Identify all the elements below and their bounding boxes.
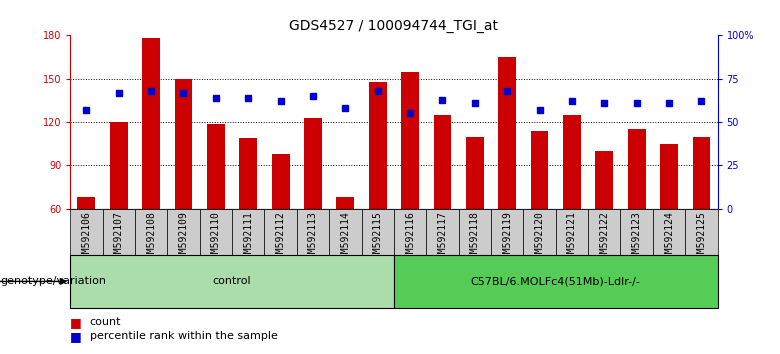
Bar [175, 79, 193, 209]
Bar [394, 209, 426, 255]
Bar [498, 57, 516, 209]
Text: GSM592111: GSM592111 [243, 211, 254, 264]
Bar [394, 255, 718, 308]
Text: GSM592115: GSM592115 [373, 211, 383, 264]
Bar [167, 209, 200, 255]
Text: GSM592108: GSM592108 [146, 211, 156, 264]
Bar [459, 209, 491, 255]
Text: GSM592123: GSM592123 [632, 211, 642, 264]
Bar [369, 82, 387, 209]
Bar [232, 209, 264, 255]
Bar [401, 72, 419, 209]
Text: C57BL/6.MOLFc4(51Mb)-Ldlr-/-: C57BL/6.MOLFc4(51Mb)-Ldlr-/- [471, 276, 640, 286]
Bar [304, 118, 322, 209]
Bar [142, 38, 160, 209]
Text: control: control [213, 276, 251, 286]
Text: GSM592118: GSM592118 [470, 211, 480, 264]
Bar [660, 144, 678, 209]
Bar [491, 209, 523, 255]
Bar [361, 209, 394, 255]
Bar [426, 209, 459, 255]
Text: GSM592125: GSM592125 [697, 211, 707, 264]
Text: GSM592114: GSM592114 [340, 211, 350, 264]
Bar [110, 122, 128, 209]
Bar [434, 115, 452, 209]
Bar [329, 209, 361, 255]
Bar [70, 209, 102, 255]
Bar [530, 131, 548, 209]
Text: GSM592122: GSM592122 [599, 211, 609, 264]
Text: GSM592117: GSM592117 [438, 211, 448, 264]
Text: GSM592110: GSM592110 [211, 211, 221, 264]
Bar [135, 209, 167, 255]
Bar [70, 255, 394, 308]
Text: GSM592116: GSM592116 [405, 211, 415, 264]
Bar [588, 209, 621, 255]
Text: GSM592121: GSM592121 [567, 211, 577, 264]
Text: percentile rank within the sample: percentile rank within the sample [90, 331, 278, 341]
Bar [239, 138, 257, 209]
Text: GSM592120: GSM592120 [534, 211, 544, 264]
Text: GSM592109: GSM592109 [179, 211, 189, 264]
Text: GSM592113: GSM592113 [308, 211, 318, 264]
Bar [620, 209, 653, 255]
Bar [336, 197, 354, 209]
Bar [523, 209, 555, 255]
Text: GSM592107: GSM592107 [114, 211, 124, 264]
Text: GSM592124: GSM592124 [664, 211, 674, 264]
Text: count: count [90, 317, 121, 327]
Bar [555, 209, 588, 255]
Bar [685, 209, 718, 255]
Text: ■: ■ [70, 316, 82, 329]
Bar [200, 209, 232, 255]
Text: GSM592106: GSM592106 [81, 211, 91, 264]
Bar [693, 137, 711, 209]
Text: GSM592112: GSM592112 [275, 211, 285, 264]
Bar [103, 209, 135, 255]
Bar [466, 137, 484, 209]
Bar [207, 124, 225, 209]
Bar [653, 209, 685, 255]
Bar [563, 115, 581, 209]
Bar [296, 209, 329, 255]
Text: ■: ■ [70, 330, 82, 343]
Bar [628, 129, 646, 209]
Bar [271, 154, 289, 209]
Text: genotype/variation: genotype/variation [0, 276, 106, 286]
Bar [595, 151, 613, 209]
Title: GDS4527 / 100094744_TGI_at: GDS4527 / 100094744_TGI_at [289, 19, 498, 33]
Bar [77, 197, 95, 209]
Bar [264, 209, 296, 255]
Text: GSM592119: GSM592119 [502, 211, 512, 264]
